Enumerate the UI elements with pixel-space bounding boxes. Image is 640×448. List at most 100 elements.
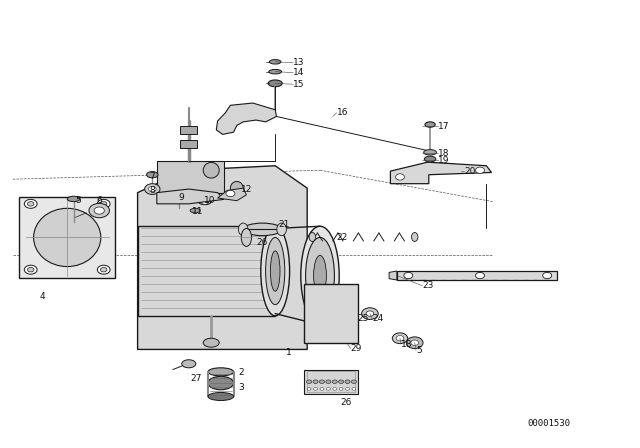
- Ellipse shape: [269, 60, 281, 64]
- Ellipse shape: [208, 376, 234, 390]
- Ellipse shape: [230, 181, 243, 195]
- Polygon shape: [157, 161, 224, 193]
- Ellipse shape: [306, 237, 334, 314]
- Ellipse shape: [270, 251, 280, 291]
- Circle shape: [396, 336, 404, 341]
- Ellipse shape: [182, 360, 196, 368]
- Text: 21: 21: [278, 220, 290, 229]
- Circle shape: [226, 190, 235, 197]
- Circle shape: [345, 380, 350, 383]
- Circle shape: [346, 388, 349, 390]
- Polygon shape: [19, 197, 115, 278]
- Circle shape: [97, 199, 110, 208]
- Text: 15: 15: [293, 80, 305, 89]
- Circle shape: [351, 380, 356, 383]
- Ellipse shape: [424, 156, 436, 162]
- Ellipse shape: [261, 226, 289, 316]
- Circle shape: [366, 311, 374, 316]
- Ellipse shape: [309, 233, 316, 241]
- Circle shape: [24, 265, 37, 274]
- Circle shape: [319, 380, 324, 383]
- Text: 26: 26: [256, 238, 268, 247]
- Text: 13: 13: [293, 58, 305, 67]
- Ellipse shape: [190, 208, 200, 213]
- Text: 5: 5: [76, 196, 81, 205]
- Ellipse shape: [204, 163, 219, 178]
- Ellipse shape: [241, 228, 252, 246]
- Ellipse shape: [208, 368, 234, 376]
- Circle shape: [100, 202, 107, 206]
- Text: 11: 11: [192, 207, 204, 216]
- Circle shape: [326, 388, 330, 390]
- Circle shape: [339, 388, 343, 390]
- Ellipse shape: [425, 122, 435, 127]
- Ellipse shape: [198, 198, 211, 205]
- Circle shape: [352, 388, 356, 390]
- Bar: [307, 287, 355, 340]
- Text: 5: 5: [416, 346, 422, 355]
- Circle shape: [100, 267, 107, 272]
- Ellipse shape: [204, 338, 219, 347]
- Circle shape: [339, 380, 344, 383]
- Ellipse shape: [314, 255, 326, 296]
- Ellipse shape: [269, 69, 282, 74]
- Ellipse shape: [412, 233, 418, 241]
- Circle shape: [201, 199, 209, 204]
- Text: 27: 27: [191, 374, 202, 383]
- Ellipse shape: [34, 208, 101, 267]
- Polygon shape: [216, 103, 276, 134]
- Circle shape: [307, 380, 312, 383]
- Text: 26: 26: [340, 398, 352, 407]
- Text: 9: 9: [178, 193, 184, 202]
- Ellipse shape: [67, 196, 80, 202]
- Polygon shape: [397, 271, 557, 280]
- Ellipse shape: [238, 223, 248, 236]
- Ellipse shape: [175, 196, 184, 200]
- Circle shape: [346, 333, 355, 339]
- Bar: [138, 226, 275, 316]
- Polygon shape: [138, 166, 307, 349]
- Text: 4: 4: [40, 292, 45, 301]
- Text: 29: 29: [351, 344, 362, 353]
- Circle shape: [306, 288, 315, 294]
- Text: 1: 1: [286, 348, 292, 357]
- Circle shape: [543, 272, 552, 279]
- Polygon shape: [218, 188, 246, 201]
- Text: 3: 3: [239, 383, 244, 392]
- Text: 18: 18: [438, 149, 450, 158]
- Text: 2: 2: [239, 368, 244, 377]
- Circle shape: [307, 388, 311, 390]
- Text: 14: 14: [293, 68, 305, 77]
- Text: 7: 7: [149, 172, 155, 181]
- Circle shape: [476, 272, 484, 279]
- Bar: [180, 140, 197, 148]
- Polygon shape: [389, 271, 397, 280]
- Polygon shape: [157, 189, 224, 204]
- Circle shape: [346, 288, 355, 294]
- Text: 17: 17: [438, 122, 450, 131]
- Ellipse shape: [268, 80, 282, 87]
- Ellipse shape: [208, 392, 234, 401]
- Circle shape: [332, 380, 337, 383]
- Circle shape: [362, 308, 378, 319]
- Circle shape: [97, 265, 110, 274]
- Circle shape: [306, 333, 315, 339]
- Circle shape: [89, 203, 109, 218]
- Circle shape: [28, 202, 34, 206]
- Circle shape: [392, 333, 408, 344]
- Text: 12: 12: [241, 185, 252, 194]
- Ellipse shape: [341, 309, 357, 316]
- Text: 16: 16: [337, 108, 348, 117]
- Circle shape: [313, 380, 318, 383]
- Ellipse shape: [301, 226, 339, 325]
- Circle shape: [148, 186, 156, 192]
- Text: 18: 18: [401, 340, 412, 349]
- Text: 19: 19: [438, 156, 450, 165]
- Circle shape: [326, 380, 331, 383]
- Circle shape: [406, 337, 423, 349]
- Text: 8: 8: [149, 186, 155, 195]
- Circle shape: [320, 308, 330, 315]
- Circle shape: [404, 272, 413, 279]
- Text: 6: 6: [96, 196, 102, 205]
- Text: 20: 20: [464, 167, 476, 176]
